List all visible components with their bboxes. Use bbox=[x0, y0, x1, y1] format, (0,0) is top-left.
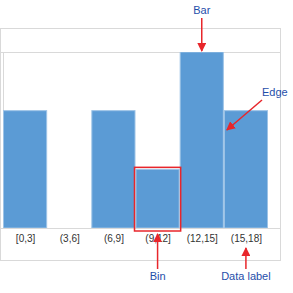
x-tick-label: (6,9] bbox=[104, 233, 124, 244]
x-tick: [0,3] bbox=[16, 228, 36, 244]
x-tick-label: (15,18] bbox=[231, 233, 262, 244]
grid-line bbox=[1, 228, 281, 229]
x-tick-label: (3,6] bbox=[60, 233, 80, 244]
bar bbox=[224, 111, 267, 228]
bar bbox=[136, 169, 179, 228]
x-tick: (6,9] bbox=[104, 228, 124, 244]
bin-highlight bbox=[135, 167, 181, 231]
annotation-arrow bbox=[201, 18, 203, 51]
annotation-label: Edge bbox=[262, 86, 288, 98]
bar bbox=[92, 111, 135, 228]
x-tick: (15,18] bbox=[231, 228, 262, 244]
bars bbox=[4, 52, 268, 228]
annotation-label: Bar bbox=[193, 4, 210, 16]
annotations: Bar Edge Bin Data label bbox=[135, 4, 288, 282]
bar bbox=[180, 52, 223, 228]
bar bbox=[4, 111, 47, 228]
grid bbox=[1, 53, 281, 229]
annotation-arrow bbox=[227, 100, 262, 130]
annotation-arrow bbox=[157, 234, 159, 269]
x-tick-label: (12,15] bbox=[187, 233, 218, 244]
grid-line bbox=[1, 52, 281, 53]
annotation-label: Data label bbox=[221, 270, 271, 282]
x-axis-line bbox=[4, 228, 269, 229]
x-tick: (12,15] bbox=[187, 228, 218, 244]
annotation-label: Bin bbox=[150, 270, 166, 282]
x-tick-label: [0,3] bbox=[16, 233, 36, 244]
x-tick: (3,6] bbox=[60, 228, 80, 244]
bar bbox=[48, 228, 91, 229]
chart-frame bbox=[1, 29, 281, 261]
annotation-arrow bbox=[245, 248, 247, 269]
